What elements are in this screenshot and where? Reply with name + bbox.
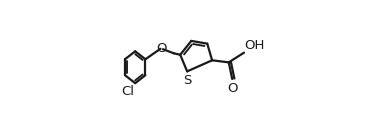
Text: OH: OH	[245, 39, 265, 52]
Text: O: O	[156, 42, 167, 55]
Text: O: O	[228, 81, 238, 94]
Text: Cl: Cl	[122, 85, 134, 98]
Text: S: S	[183, 74, 192, 87]
